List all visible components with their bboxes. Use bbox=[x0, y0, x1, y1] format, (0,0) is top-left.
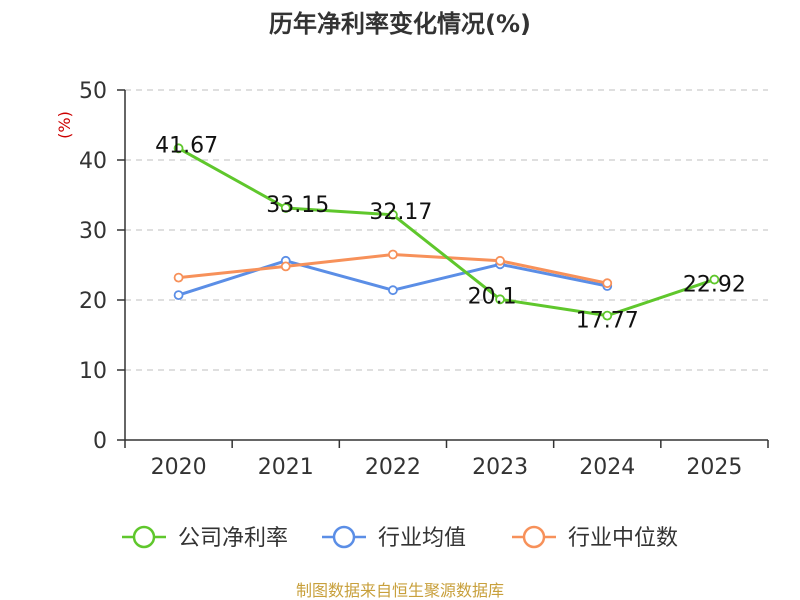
x-tick-label: 2024 bbox=[579, 455, 635, 480]
y-tick-label: 30 bbox=[79, 219, 107, 244]
data-label: 33.15 bbox=[266, 193, 329, 218]
y-tick-label: 20 bbox=[79, 289, 107, 314]
data-labels: 41.67 33.15 32.17 20.1 17.77 22.92 bbox=[155, 133, 746, 333]
x-tick-label: 2021 bbox=[258, 455, 314, 480]
y-tick-labels: 0 10 20 30 40 50 bbox=[79, 79, 107, 454]
x-tick-label: 2023 bbox=[472, 455, 528, 480]
x-tick-label: 2025 bbox=[686, 455, 742, 480]
data-point bbox=[388, 285, 398, 296]
legend-marker bbox=[522, 525, 546, 549]
data-point bbox=[280, 203, 291, 213]
legend-item[interactable]: 行业中位数 bbox=[512, 525, 678, 551]
x-tick-label: 2022 bbox=[365, 455, 421, 480]
legend-item[interactable]: 公司净利率 bbox=[122, 525, 288, 551]
legend[interactable]: 公司净利率 行业均值 行业中位数 bbox=[122, 525, 678, 551]
data-point bbox=[709, 274, 720, 285]
legend-marker bbox=[132, 525, 156, 549]
y-axis-unit-label: (%) bbox=[55, 111, 74, 139]
grid-lines bbox=[125, 89, 768, 371]
x-tick-labels: 2020 2021 2022 2023 2024 2025 bbox=[151, 455, 743, 480]
data-point bbox=[173, 272, 184, 283]
data-point bbox=[495, 255, 505, 266]
data-point bbox=[173, 143, 184, 154]
data-label: 17.77 bbox=[576, 309, 639, 334]
series-lines bbox=[173, 143, 720, 321]
data-label: 41.67 bbox=[155, 133, 218, 158]
y-tick-label: 50 bbox=[79, 79, 107, 104]
data-label: 20.1 bbox=[468, 284, 517, 309]
data-point bbox=[388, 209, 398, 220]
chart-title: 历年净利率变化情况(%) bbox=[269, 10, 531, 38]
data-point bbox=[388, 249, 398, 260]
data-label: 32.17 bbox=[369, 200, 432, 225]
legend-label: 行业中位数 bbox=[568, 526, 678, 551]
data-point bbox=[602, 278, 613, 289]
series-line bbox=[177, 146, 715, 318]
y-tick-label: 0 bbox=[93, 429, 107, 454]
data-point bbox=[280, 261, 291, 272]
data-point bbox=[495, 294, 505, 305]
data-point bbox=[602, 310, 613, 321]
data-label: 22.92 bbox=[683, 273, 746, 298]
x-tick-label: 2020 bbox=[151, 455, 207, 480]
data-point bbox=[173, 290, 184, 301]
y-tick-label: 40 bbox=[79, 149, 107, 174]
source-note: 制图数据来自恒生聚源数据库 bbox=[296, 581, 504, 600]
legend-label: 行业均值 bbox=[378, 526, 466, 551]
y-tick-label: 10 bbox=[79, 359, 107, 384]
legend-item[interactable]: 行业均值 bbox=[322, 525, 466, 551]
axes bbox=[117, 89, 769, 448]
legend-label: 公司净利率 bbox=[178, 526, 288, 551]
legend-marker bbox=[332, 525, 356, 549]
